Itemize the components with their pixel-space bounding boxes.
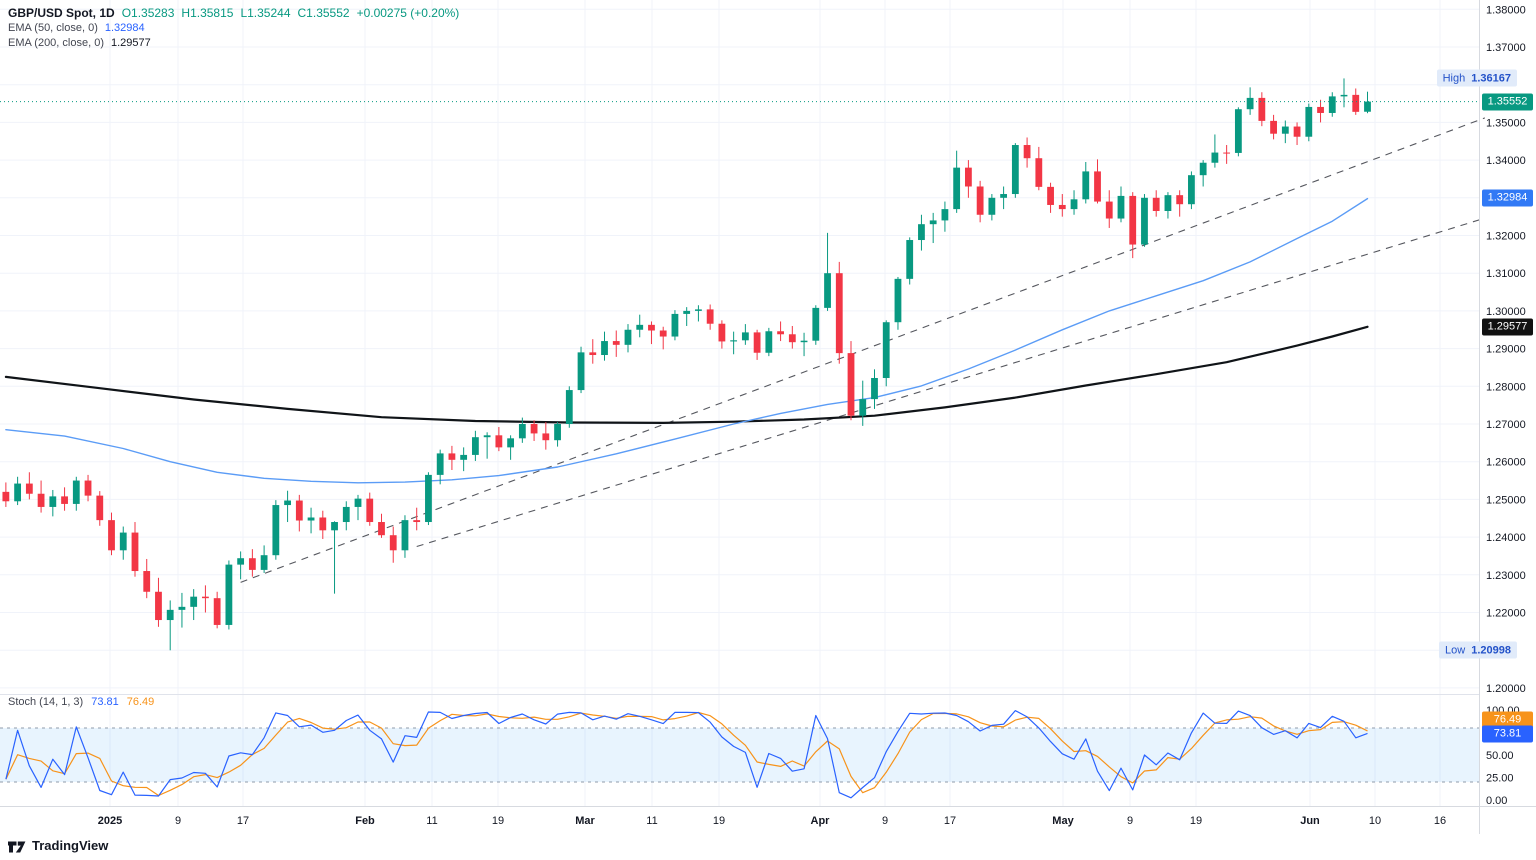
ohlc-low: L1.35244 [240,6,291,20]
stoch-label: Stoch (14, 1, 3) [8,696,84,708]
ema50-value: 1.32984 [104,22,145,34]
svg-text:1.35000: 1.35000 [1486,117,1526,129]
svg-text:9: 9 [1127,815,1133,827]
stoch-k-value: 73.81 [91,696,119,708]
svg-text:17: 17 [944,815,956,827]
svg-text:2025: 2025 [98,815,122,827]
svg-text:11: 11 [646,815,657,827]
ema200-value: 1.29577 [111,37,151,49]
svg-text:1.22000: 1.22000 [1486,608,1526,620]
ema50-label: EMA (50, close, 0) [8,22,98,34]
svg-text:11: 11 [426,815,437,827]
svg-text:1.27000: 1.27000 [1486,419,1526,431]
svg-text:1.34000: 1.34000 [1486,155,1526,167]
tradingview-attribution[interactable]: TradingView [8,838,108,853]
svg-text:1.37000: 1.37000 [1486,42,1526,54]
chart-legend: GBP/USD Spot, 1D O1.35283 H1.35815 L1.35… [8,6,459,51]
indicator-row-ema50[interactable]: EMA (50, close, 0) 1.32984 [8,21,459,36]
main-price-pane[interactable] [0,0,1479,694]
svg-text:1.20000: 1.20000 [1486,683,1526,695]
svg-text:0.00: 0.00 [1486,795,1507,807]
stoch-legend-row[interactable]: Stoch (14, 1, 3) 73.81 76.49 [8,696,154,708]
svg-text:Apr: Apr [811,815,831,827]
svg-text:25.00: 25.00 [1486,773,1514,785]
svg-text:Feb: Feb [355,815,375,827]
ema200-label: EMA (200, close, 0) [8,37,104,49]
symbol-title: GBP/USD Spot, 1D [8,6,115,20]
svg-text:10: 10 [1369,815,1381,827]
svg-text:Jun: Jun [1300,815,1320,827]
stochastic-pane[interactable] [0,694,1479,806]
symbol-legend-row[interactable]: GBP/USD Spot, 1D O1.35283 H1.35815 L1.35… [8,6,459,21]
tradingview-text: TradingView [32,838,109,853]
ohlc-high: H1.35815 [181,6,234,20]
stoch-d-value: 76.49 [126,696,155,708]
svg-text:1.29000: 1.29000 [1486,344,1526,356]
svg-text:1.26000: 1.26000 [1486,457,1526,469]
svg-text:1.38000: 1.38000 [1486,4,1526,16]
svg-text:Mar: Mar [575,815,595,827]
svg-text:19: 19 [713,815,725,827]
svg-text:9: 9 [175,815,181,827]
svg-text:May: May [1052,815,1074,827]
svg-text:19: 19 [492,815,504,827]
indicator-row-ema200[interactable]: EMA (200, close, 0) 1.29577 [8,36,459,51]
svg-text:50.00: 50.00 [1486,750,1514,762]
svg-text:1.30000: 1.30000 [1486,306,1526,318]
svg-text:1.24000: 1.24000 [1486,532,1526,544]
price-axis[interactable] [1480,0,1536,806]
tradingview-logo-icon [8,841,26,852]
svg-text:1.25000: 1.25000 [1486,494,1526,506]
svg-text:17: 17 [237,815,249,827]
svg-text:1.28000: 1.28000 [1486,381,1526,393]
svg-text:1.23000: 1.23000 [1486,570,1526,582]
svg-text:16: 16 [1434,815,1446,827]
svg-text:19: 19 [1190,815,1202,827]
ohlc-close: C1.35552 [297,6,350,20]
ohlc-change: +0.00275 (+0.20%) [356,6,460,20]
svg-text:1.31000: 1.31000 [1486,268,1526,280]
time-axis[interactable] [0,806,1536,834]
svg-text:9: 9 [882,815,888,827]
svg-text:1.32000: 1.32000 [1486,231,1526,243]
ohlc-open: O1.35283 [121,6,175,20]
